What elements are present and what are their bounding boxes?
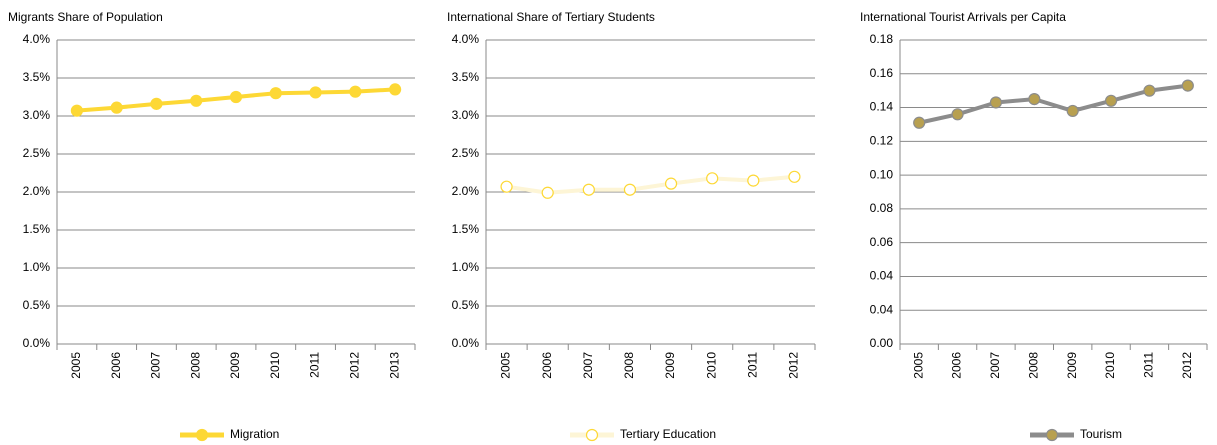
data-point (706, 172, 719, 185)
y-tick-label: 3.0% (23, 108, 51, 122)
data-point (664, 177, 678, 190)
y-tick-label: 4.0% (23, 32, 51, 46)
data-point (989, 96, 1003, 109)
y-tick-label: 1.0% (452, 260, 480, 274)
y-tick-label: 0.08 (870, 201, 894, 215)
x-tick-label: 2011 (1142, 352, 1156, 378)
y-tick-label: 4.0% (452, 32, 480, 46)
x-tick-label: 2007 (149, 352, 163, 379)
x-tick-label: 2012 (1180, 352, 1194, 379)
x-tick-label: 2013 (387, 352, 401, 379)
data-point (541, 186, 554, 199)
x-tick-label: 2011 (308, 352, 322, 378)
data-point (1181, 79, 1194, 92)
x-tick-label: 2006 (540, 352, 554, 379)
data-point (623, 183, 637, 196)
x-tick-label: 2011 (745, 352, 759, 378)
y-tick-label: 2.0% (452, 184, 480, 198)
x-tick-label: 2005 (499, 352, 513, 379)
legend-marker (195, 428, 209, 442)
x-tick-label: 2009 (1065, 352, 1079, 379)
data-point (500, 180, 513, 193)
data-point (1028, 93, 1041, 106)
x-tick-label: 2010 (704, 352, 718, 379)
x-tick-label: 2009 (663, 352, 677, 379)
data-point (1066, 104, 1079, 118)
y-tick-label: 0.0% (23, 336, 51, 350)
legend-label: Migration (230, 427, 279, 441)
data-point (582, 183, 595, 196)
y-tick-label: 0.04 (870, 302, 894, 316)
data-point (389, 83, 402, 96)
y-tick-label: 2.5% (452, 146, 480, 160)
series-line (506, 174, 795, 195)
x-tick-label: 2005 (911, 352, 925, 379)
x-tick-label: 2006 (950, 352, 964, 379)
y-tick-label: 2.0% (23, 184, 51, 198)
x-tick-label: 2007 (581, 352, 595, 379)
legend-label: Tourism (1080, 427, 1122, 441)
data-point (1143, 84, 1156, 97)
legend-marker (1045, 428, 1059, 442)
legend-marker (585, 428, 599, 442)
y-tick-label: 3.5% (23, 70, 51, 84)
data-point (747, 174, 760, 187)
y-tick-label: 0.04 (870, 269, 894, 283)
y-tick-label: 1.0% (23, 260, 51, 274)
x-tick-label: 2007 (988, 352, 1002, 379)
y-tick-label: 0.16 (870, 66, 894, 80)
y-tick-label: 0.14 (870, 100, 894, 114)
y-tick-label: 1.5% (23, 222, 51, 236)
data-point (150, 97, 163, 110)
data-point (1104, 94, 1118, 107)
data-point (110, 101, 123, 114)
x-tick-label: 2012 (787, 352, 801, 379)
data-point (229, 90, 243, 104)
data-point (70, 104, 83, 117)
y-tick-label: 0.10 (870, 167, 894, 181)
y-tick-label: 1.5% (452, 222, 480, 236)
chart-title: International Share of Tertiary Students (447, 10, 655, 24)
x-tick-label: 2008 (622, 352, 636, 379)
y-tick-label: 3.0% (452, 108, 480, 122)
x-tick-label: 2005 (69, 352, 83, 379)
y-tick-label: 0.06 (870, 235, 894, 249)
y-tick-label: 0.00 (870, 336, 894, 350)
x-tick-label: 2009 (228, 352, 242, 379)
y-tick-label: 0.0% (452, 336, 480, 350)
data-point (913, 116, 926, 129)
data-point (349, 85, 362, 98)
y-tick-label: 0.12 (870, 134, 894, 148)
series-line (918, 83, 1189, 125)
data-point (269, 87, 282, 100)
y-tick-label: 3.5% (452, 70, 480, 84)
y-tick-label: 0.18 (870, 32, 894, 46)
data-point (951, 108, 964, 121)
data-point (190, 94, 203, 107)
x-tick-label: 2006 (109, 352, 123, 379)
y-tick-label: 0.5% (23, 298, 51, 312)
x-tick-label: 2008 (1026, 352, 1040, 379)
x-tick-label: 2010 (1103, 352, 1117, 379)
legend-label: Tertiary Education (620, 427, 716, 441)
data-point (309, 86, 322, 99)
chart-title: International Tourist Arrivals per Capit… (860, 10, 1066, 24)
data-point (788, 170, 801, 183)
x-tick-label: 2010 (268, 352, 282, 379)
y-tick-label: 2.5% (23, 146, 51, 160)
y-tick-label: 0.5% (452, 298, 480, 312)
chart-title: Migrants Share of Population (8, 10, 163, 24)
x-tick-label: 2012 (348, 352, 362, 379)
x-tick-label: 2008 (188, 352, 202, 379)
